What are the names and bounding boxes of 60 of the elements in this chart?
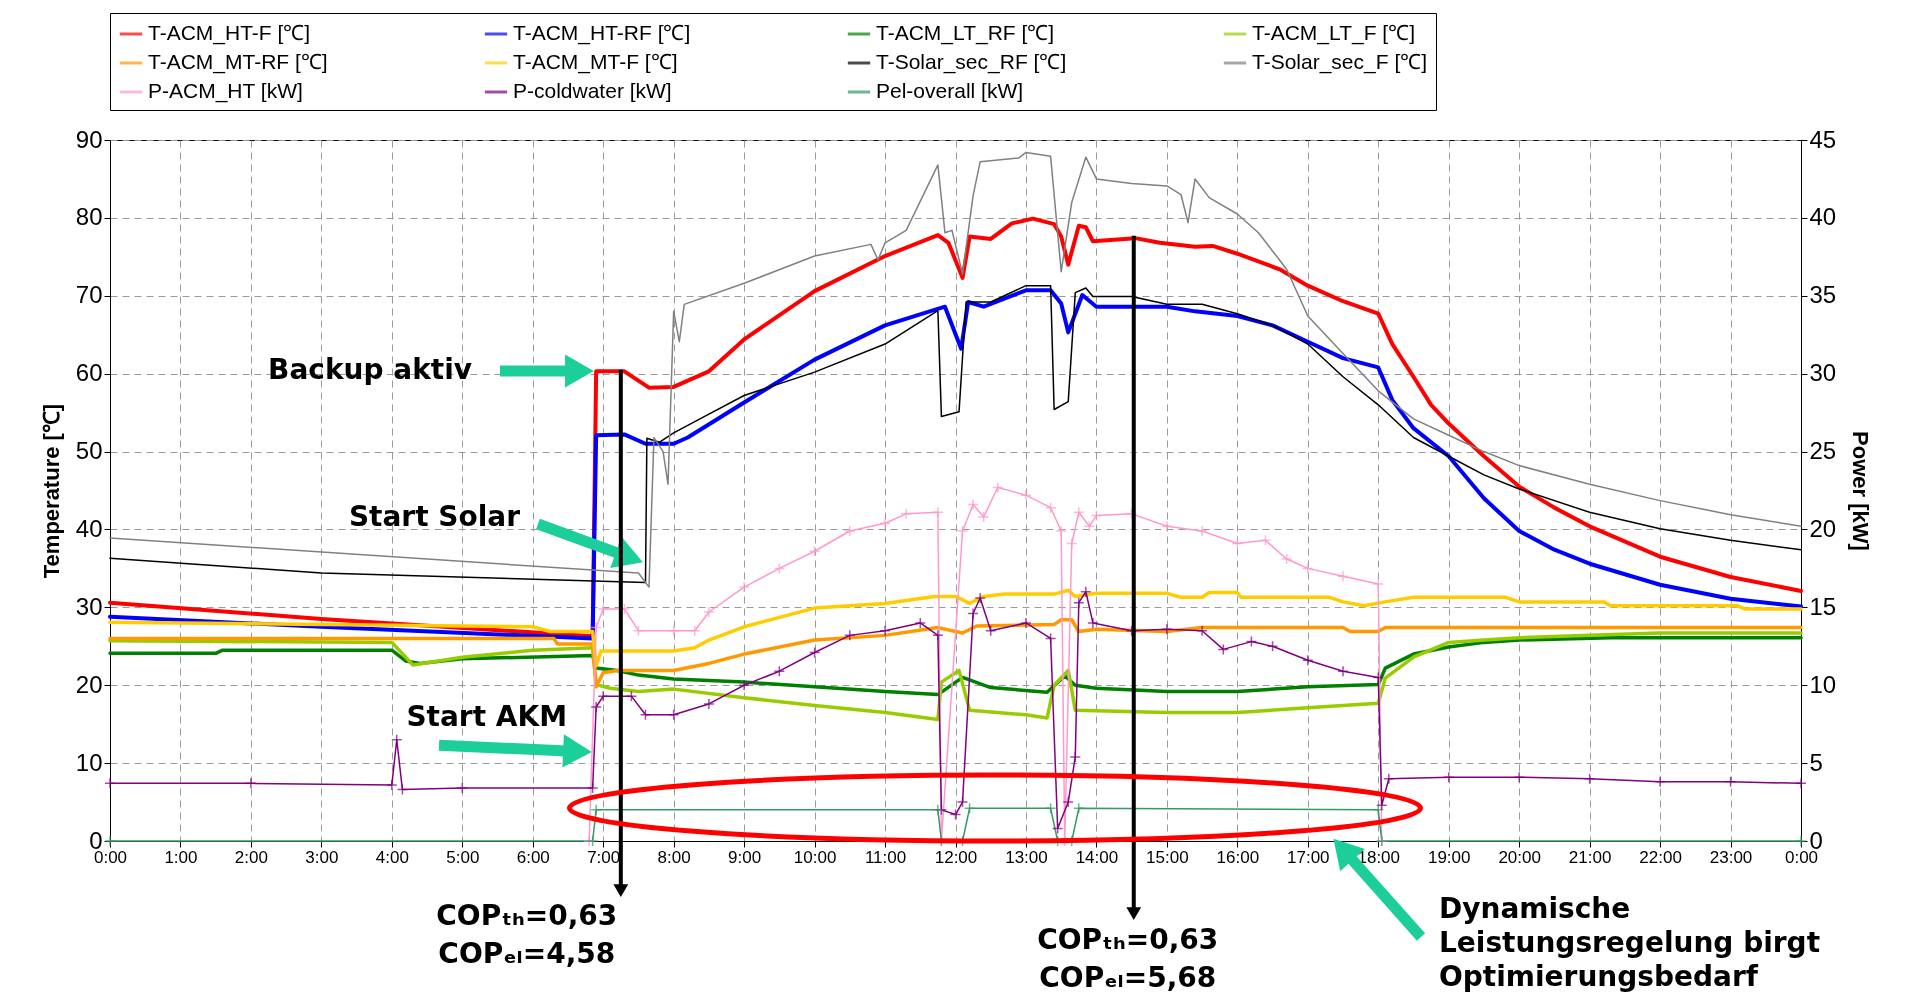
x-tick-label: 3:00 <box>305 847 339 867</box>
x-tick-label: 18:00 <box>1357 847 1401 867</box>
y-tick-label: 70 <box>75 281 103 309</box>
y-tick-label: 60 <box>75 359 103 387</box>
legend-label: T-ACM_MT-F [℃] <box>513 50 678 74</box>
legend-label: Pel-overall [kW] <box>876 79 1024 102</box>
y-tick-label: 20 <box>75 670 103 698</box>
x-tick-label: 23:00 <box>1709 847 1753 867</box>
y2-tick-label: 20 <box>1809 514 1837 542</box>
y2-tick-label: 40 <box>1809 203 1837 231</box>
y-tick-label: 30 <box>75 592 103 620</box>
legend-label: T-ACM_HT-F [℃] <box>148 21 311 45</box>
y-axis-title: Temperature [℃] <box>38 403 64 579</box>
y-tick-label: 80 <box>75 203 103 231</box>
annotation: COPₜₕ=0,63 COPₑₗ=5,68 <box>1037 923 1219 994</box>
legend-label: T-Solar_sec_F [℃] <box>1252 50 1428 74</box>
x-tick-label: 16:00 <box>1216 847 1260 867</box>
x-tick-label: 21:00 <box>1568 847 1612 867</box>
x-tick-label: 20:00 <box>1498 847 1541 867</box>
x-tick-label: 10:00 <box>793 847 837 867</box>
y2-tick-label: 10 <box>1809 670 1837 698</box>
y-tick-label: 50 <box>75 437 103 465</box>
legend-label: T-ACM_LT_RF [℃] <box>876 21 1055 45</box>
y2-axis-title: Power [kW] <box>1848 431 1874 551</box>
text: Dynamische Leistungsregelung birgt Optimierungsbedarf <box>1439 892 1821 993</box>
annotation: Backup aktiv <box>268 353 472 386</box>
x-tick-label: 5:00 <box>446 847 480 867</box>
x-tick-label: 22:00 <box>1639 847 1682 867</box>
y2-tick-label: 5 <box>1809 748 1823 776</box>
y-tick-label: 40 <box>75 514 103 542</box>
legend-label: P-coldwater [kW] <box>513 79 672 102</box>
x-tick-label: 8:00 <box>657 847 691 867</box>
legend-label: T-ACM_HT-RF [℃] <box>513 21 691 45</box>
x-tick-label: 7:00 <box>587 847 621 867</box>
y-tick-label: 10 <box>75 748 103 776</box>
x-tick-label: 13:00 <box>1005 847 1048 867</box>
x-tick-label: 11:00 <box>864 847 907 867</box>
x-tick-label: 14:00 <box>1075 847 1119 867</box>
legend-label: T-ACM_MT-RF [℃] <box>148 50 328 74</box>
legend-label: T-ACM_LT_F [℃] <box>1252 21 1415 45</box>
y2-tick-label: 30 <box>1809 359 1837 387</box>
x-tick-label: 9:00 <box>728 847 762 867</box>
x-tick-label: 2:00 <box>234 847 268 867</box>
x-tick-label: 17:00 <box>1287 847 1330 867</box>
y2-tick-label: 15 <box>1809 592 1837 620</box>
legend-label: T-Solar_sec_RF [℃] <box>876 50 1067 74</box>
y-tick-label: 90 <box>75 125 103 153</box>
y2-tick-label: 35 <box>1809 281 1837 309</box>
annotation: Start AKM <box>406 700 568 734</box>
y2-tick-label: 25 <box>1809 437 1837 465</box>
annotation: Start Solar <box>348 500 521 533</box>
x-tick-label: 6:00 <box>516 847 550 867</box>
legend-label: P-ACM_HT [kW] <box>148 79 303 103</box>
x-tick-label: 1:00 <box>164 847 198 867</box>
x-tick-label: 12:00 <box>934 847 978 867</box>
x-tick-label: 15:00 <box>1146 847 1189 867</box>
annotation: COPₜₕ=0,63 COPₑₗ=4,58 <box>436 899 618 970</box>
y2-tick-label: 45 <box>1809 125 1837 153</box>
x-tick-label: 4:00 <box>375 847 409 867</box>
x-tick-label: 19:00 <box>1427 847 1471 867</box>
